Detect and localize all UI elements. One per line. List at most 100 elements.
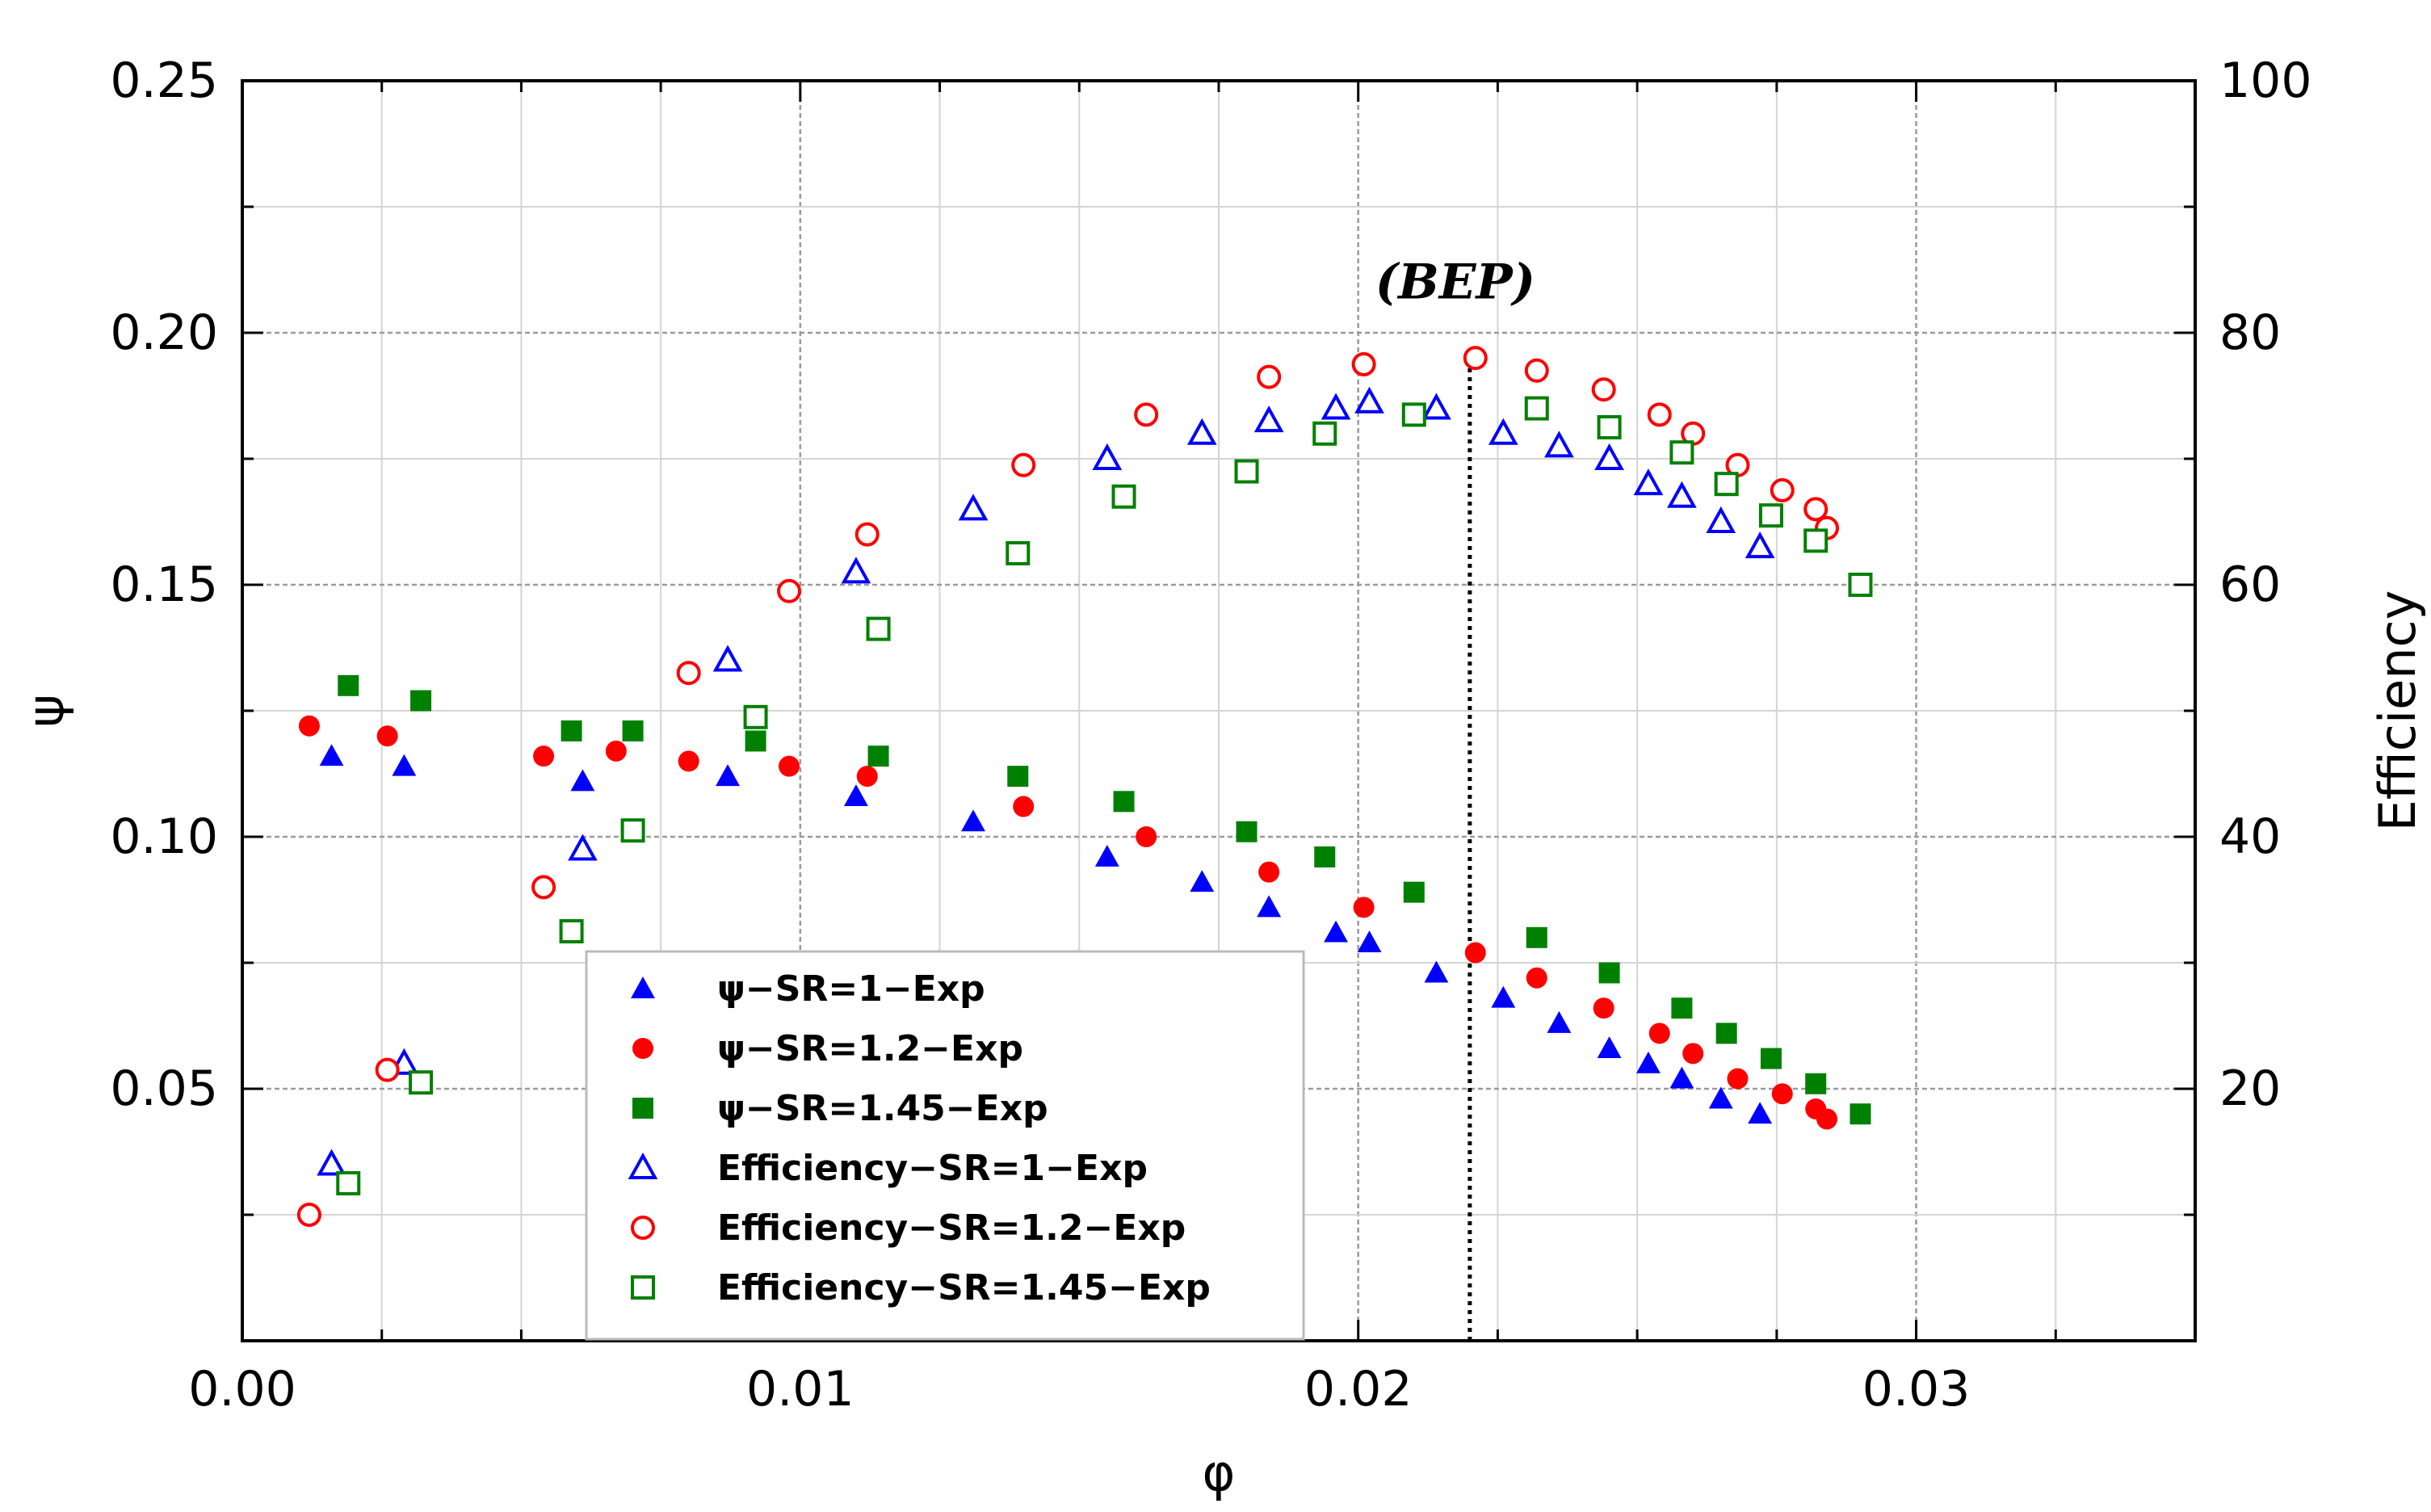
x-tick-label: 0.01 (746, 1361, 854, 1418)
data-point (1648, 1023, 1670, 1044)
data-point (1464, 942, 1486, 964)
data-point (1353, 897, 1375, 918)
data-point (1236, 821, 1257, 842)
legend-marker (631, 1275, 655, 1300)
data-point (1669, 440, 1694, 465)
data-point (1403, 881, 1425, 903)
data-point (1714, 472, 1739, 497)
data-point (1805, 1073, 1827, 1094)
legend-label: Efficiency−SR=1−Exp (717, 1148, 1148, 1189)
data-point (1354, 386, 1384, 414)
data-point (1770, 478, 1795, 502)
y2-tick-label: 60 (2219, 556, 2281, 613)
data-point (1006, 541, 1031, 565)
data-point (1190, 870, 1215, 892)
legend-label: ψ−SR=1−Exp (717, 968, 985, 1010)
data-point (559, 919, 584, 943)
data-point (1591, 377, 1616, 402)
data-point (1816, 1108, 1838, 1130)
data-point (1706, 506, 1736, 533)
data-point (1111, 484, 1136, 509)
data-point (1597, 415, 1622, 439)
data-point (1526, 926, 1547, 948)
data-point (676, 661, 701, 686)
data-point (1258, 861, 1280, 883)
data-point (1314, 846, 1336, 867)
data-point (1727, 1068, 1749, 1090)
data-point (1715, 1023, 1737, 1044)
legend-label: Efficiency−SR=1.2−Exp (717, 1208, 1186, 1249)
data-point (854, 522, 880, 547)
data-point (1424, 960, 1449, 983)
series-3 (317, 386, 1775, 1176)
data-point (1136, 826, 1157, 847)
legend-marker (631, 1216, 655, 1240)
data-point (1524, 358, 1549, 383)
data-point (1011, 452, 1036, 477)
data-point (410, 690, 432, 712)
y2-tick-label: 80 (2219, 304, 2281, 361)
data-point (777, 578, 802, 603)
data-point (1771, 1083, 1793, 1105)
data-point (866, 616, 891, 641)
legend-label: Efficiency−SR=1.45−Exp (717, 1267, 1211, 1308)
data-point (743, 704, 768, 729)
data-point (1594, 443, 1624, 470)
data-point (1401, 402, 1426, 427)
data-point (678, 750, 699, 772)
tick-labels: 0.00 0.01 0.02 0.03 0.05 0.10 0.15 0.20 0.25 20 40… (110, 52, 2311, 1418)
data-point (1320, 393, 1351, 420)
data-point (1526, 967, 1547, 989)
data-point (1633, 468, 1664, 496)
legend-item: Efficiency−SR=1.45−Exp (631, 1267, 1211, 1308)
y2-tick-label: 100 (2219, 52, 2312, 109)
data-point (1636, 1051, 1661, 1073)
data-point (1463, 346, 1488, 371)
data-point (1848, 573, 1873, 597)
y-tick-label: 0.20 (110, 304, 218, 361)
data-point (409, 1070, 434, 1095)
legend-item: ψ−SR=1−Exp (631, 968, 985, 1010)
data-point (1007, 766, 1029, 788)
series-1 (298, 715, 1838, 1130)
data-point (319, 744, 344, 766)
data-point (1597, 1036, 1622, 1059)
data-point (1013, 796, 1035, 817)
data-point (1849, 1103, 1871, 1125)
data-point (1547, 1010, 1572, 1033)
data-point (779, 755, 800, 777)
data-point (867, 746, 889, 767)
data-point (1092, 443, 1123, 470)
legend-marker (628, 1152, 658, 1179)
data-point (1113, 791, 1135, 813)
data-point (1598, 962, 1620, 984)
data-point (375, 1057, 400, 1082)
data-point (296, 1203, 321, 1227)
y-axis-title: ψ (16, 695, 75, 728)
x-tick-label: 0.03 (1862, 1361, 1971, 1418)
legend-label: ψ−SR=1.2−Exp (717, 1028, 1023, 1069)
data-point (1669, 1066, 1694, 1089)
data-point (1667, 481, 1697, 508)
data-point (961, 809, 985, 832)
data-point (605, 740, 627, 762)
legend-label: ψ−SR=1.45−Exp (717, 1088, 1048, 1129)
data-point (1647, 402, 1672, 427)
y2-tick-label: 40 (2219, 808, 2281, 865)
data-point (376, 725, 398, 747)
y-tick-label: 0.05 (110, 1060, 218, 1117)
data-point (1253, 405, 1284, 433)
data-point (1748, 1102, 1773, 1124)
data-point (622, 720, 644, 741)
data-point (1312, 421, 1337, 446)
data-point (1682, 1043, 1704, 1065)
bep-annotation: (BEP) (1375, 254, 1535, 311)
data-point (1234, 459, 1259, 484)
data-point (561, 720, 582, 741)
data-point (1745, 531, 1775, 559)
data-point (1758, 503, 1783, 528)
data-point (1257, 895, 1282, 918)
data-point (336, 1171, 361, 1195)
data-point (856, 766, 878, 788)
